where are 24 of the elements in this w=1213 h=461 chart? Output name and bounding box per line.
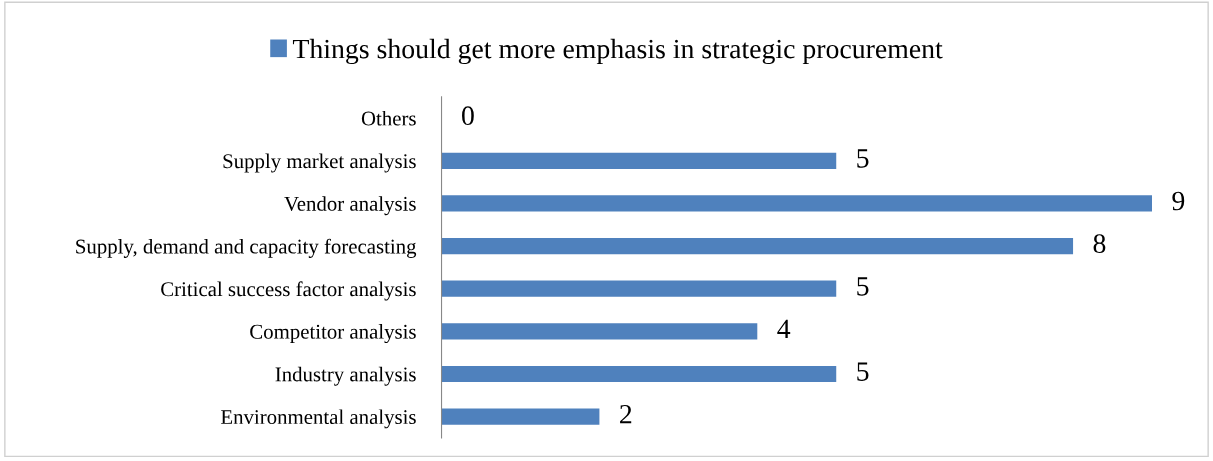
data-label: 9 (1172, 191, 1185, 211)
data-label: 5 (857, 277, 869, 296)
bar (441, 152, 837, 169)
y-tick-label: Supply, demand and capacity forecasting (76, 238, 417, 258)
legend-label: Things should get more emphasis in strategic procurement (292, 38, 943, 65)
bar (441, 280, 837, 297)
bar (441, 408, 600, 425)
data-label: 5 (857, 149, 869, 168)
bar (441, 237, 1074, 255)
data-label: 8 (1093, 234, 1106, 254)
bar (441, 365, 837, 383)
y-tick-label: Vendor analysis (284, 196, 416, 216)
y-tick-label: Environmental analysis (220, 409, 416, 429)
y-tick-label: Critical success factor analysis (161, 281, 416, 301)
y-tick-label: Competitor analysis (250, 324, 416, 344)
y-tick-label: Industry analysis (275, 366, 416, 386)
data-label: 2 (620, 404, 632, 424)
data-label: 4 (777, 319, 791, 339)
y-tick-label: Supply market analysis (223, 153, 416, 173)
bar (441, 323, 758, 340)
data-label: 0 (462, 106, 474, 126)
bar (441, 195, 1152, 212)
data-label: 5 (857, 362, 869, 381)
y-tick-label: Others (361, 110, 416, 126)
